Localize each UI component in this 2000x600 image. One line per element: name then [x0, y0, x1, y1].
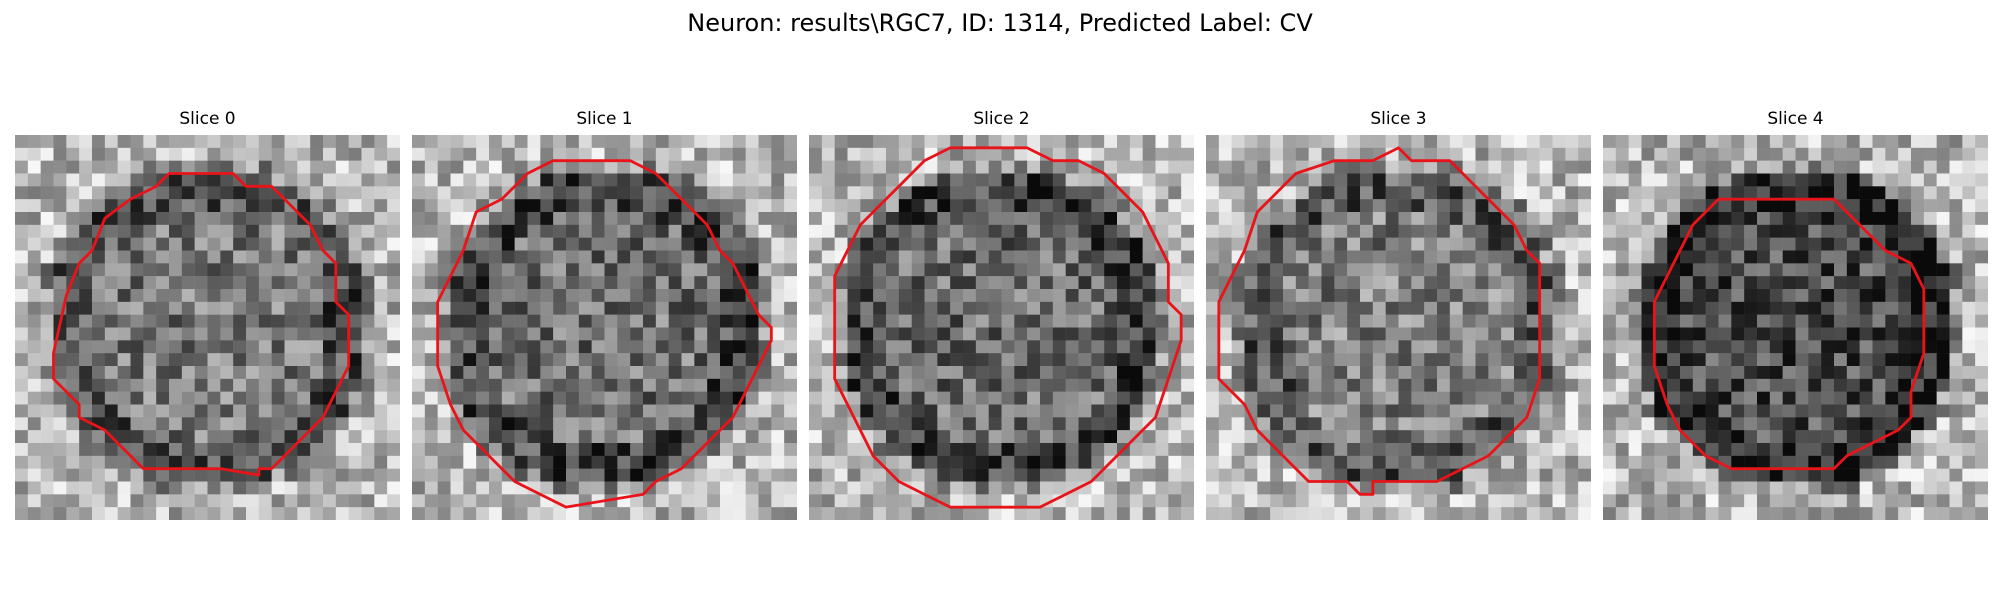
slice-image: [1603, 135, 1988, 520]
slice-image: [412, 135, 797, 520]
slice-title: Slice 1: [576, 109, 633, 129]
slice-image: [15, 135, 400, 520]
slice-title: Slice 4: [1767, 109, 1824, 129]
slice-title: Slice 3: [1370, 109, 1427, 129]
slice-image: [809, 135, 1194, 520]
slice-image: [1206, 135, 1591, 520]
slice-title: Slice 2: [973, 109, 1030, 129]
slice-title: Slice 0: [179, 109, 236, 129]
figure-title: Neuron: results\RGC7, ID: 1314, Predicte…: [687, 9, 1313, 37]
